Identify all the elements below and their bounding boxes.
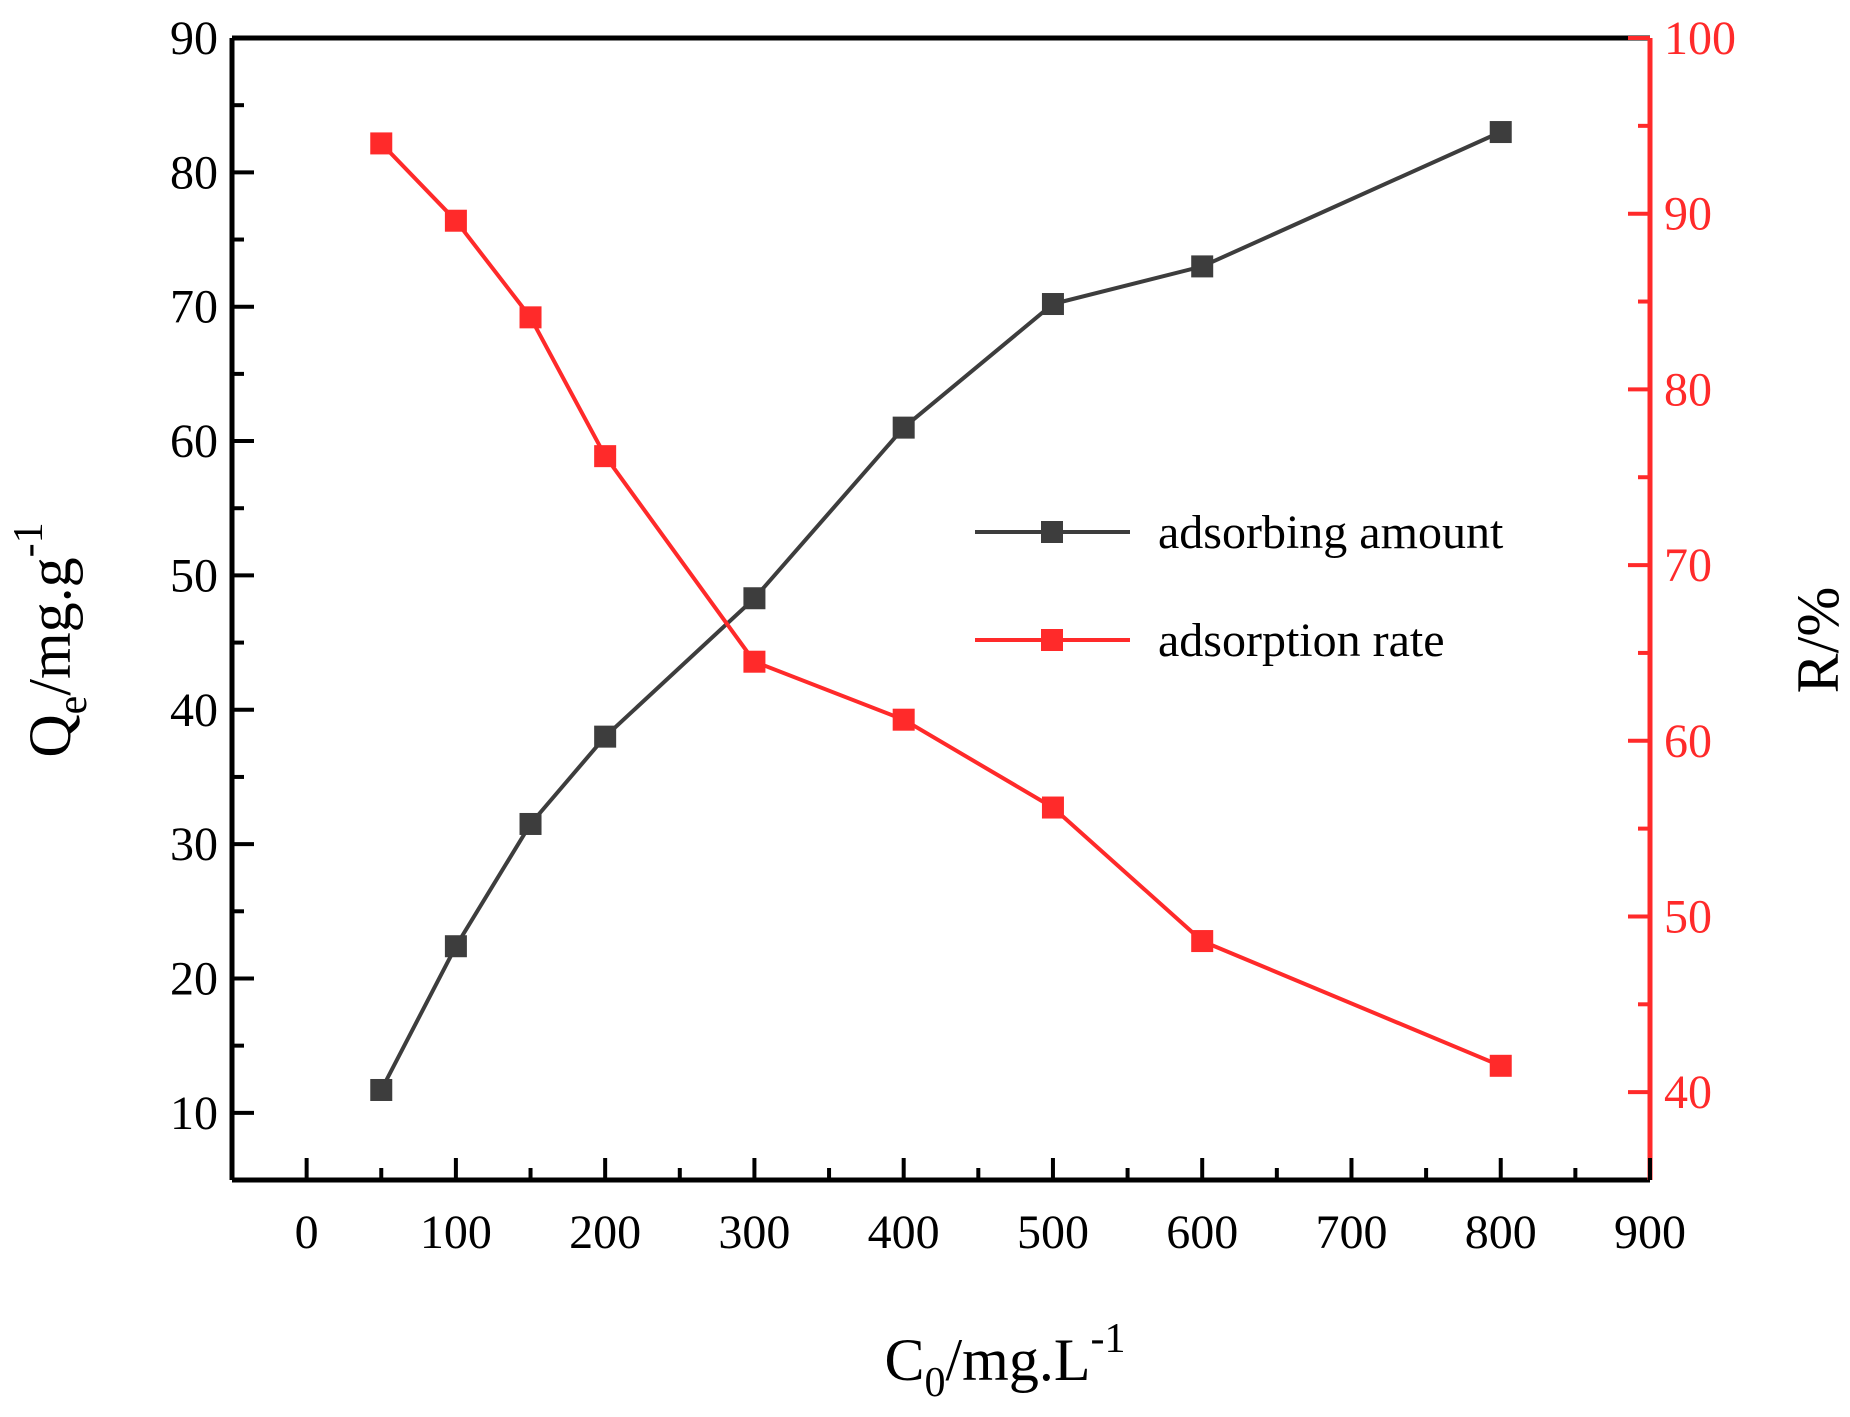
adsorption-rate-marker bbox=[444, 209, 467, 232]
adsorption-rate-marker bbox=[892, 708, 915, 731]
adsorption-rate-marker bbox=[1041, 796, 1064, 819]
adsorbing-amount-marker bbox=[594, 725, 617, 748]
right-y-axis-ticks: 40 50 60 70 80 90 100 bbox=[1628, 12, 1736, 1119]
adsorption-rate-legend-label: adsorption rate bbox=[1158, 614, 1445, 667]
adsorption-rate-marker bbox=[519, 306, 542, 329]
adsorption-rate-marker bbox=[1489, 1054, 1512, 1077]
adsorption-rate-line bbox=[379, 142, 1502, 1068]
legend: adsorbing amount adsorption rate bbox=[975, 506, 1504, 667]
adsorption-rate-marker bbox=[370, 132, 393, 155]
right-y-tick-label: 80 bbox=[1664, 363, 1712, 416]
left-y-axis-title-superscript: -1 bbox=[6, 522, 52, 557]
left-y-tick-label: 20 bbox=[170, 952, 218, 1005]
adsorption-rate-legend-marker bbox=[1041, 629, 1063, 651]
left-y-axis-ticks: 10 20 30 40 50 60 70 80 90 bbox=[170, 12, 254, 1140]
left-y-tick-label: 40 bbox=[170, 684, 218, 737]
adsorption-rate-marker bbox=[594, 445, 617, 468]
x-tick-label: 700 bbox=[1315, 1206, 1387, 1259]
left-y-axis-title-subscript: e bbox=[50, 696, 96, 715]
right-y-axis-title: R/% bbox=[1785, 587, 1850, 694]
x-tick-label: 800 bbox=[1465, 1206, 1537, 1259]
adsorption-rate-marker bbox=[1191, 930, 1214, 953]
x-axis-title-rest: /mg.L bbox=[946, 1327, 1091, 1393]
left-y-axis-title-rest: /mg.g bbox=[17, 557, 83, 695]
x-axis-title-subscript: 0 bbox=[925, 1360, 946, 1406]
x-axis-title-superscript: -1 bbox=[1091, 1316, 1126, 1362]
x-tick-label: 900 bbox=[1614, 1206, 1686, 1259]
adsorbing-amount-marker bbox=[370, 1078, 393, 1101]
x-axis-title: C0/mg.L-1 bbox=[884, 1316, 1125, 1406]
left-y-axis-title-main: Q bbox=[17, 714, 83, 757]
x-tick-label: 200 bbox=[569, 1206, 641, 1259]
adsorbing-amount-marker bbox=[1041, 293, 1064, 316]
x-tick-label: 500 bbox=[1017, 1206, 1089, 1259]
x-axis-ticks: 0 100 200 300 400 500 600 700 800 900 bbox=[295, 1158, 1686, 1259]
left-y-tick-label: 50 bbox=[170, 549, 218, 602]
right-y-tick-label: 50 bbox=[1664, 890, 1712, 943]
adsorbing-amount-line bbox=[379, 130, 1502, 1091]
x-axis-title-main: C bbox=[884, 1327, 924, 1393]
adsorbing-amount-marker bbox=[444, 935, 467, 958]
adsorbing-amount-marker bbox=[892, 416, 915, 439]
adsorbing-amount-marker bbox=[1191, 255, 1214, 278]
left-y-axis-title: Qe/mg.g-1 bbox=[6, 522, 96, 757]
x-tick-label: 400 bbox=[868, 1206, 940, 1259]
adsorbing-amount-marker bbox=[519, 812, 542, 835]
left-y-tick-label: 70 bbox=[170, 281, 218, 334]
x-tick-label: 0 bbox=[295, 1206, 319, 1259]
left-y-tick-label: 10 bbox=[170, 1087, 218, 1140]
adsorbing-amount-marker bbox=[743, 587, 766, 610]
left-y-tick-label: 90 bbox=[170, 12, 218, 65]
x-tick-label: 100 bbox=[420, 1206, 492, 1259]
right-y-tick-label: 70 bbox=[1664, 539, 1712, 592]
left-y-tick-label: 80 bbox=[170, 146, 218, 199]
plot-frame bbox=[229, 35, 1653, 1183]
series-group bbox=[370, 121, 1512, 1101]
adsorbing-amount-marker bbox=[1489, 121, 1512, 144]
x-tick-label: 600 bbox=[1166, 1206, 1238, 1259]
x-tick-label: 300 bbox=[718, 1206, 790, 1259]
left-y-tick-label: 30 bbox=[170, 818, 218, 871]
adsorbing-amount-legend-label: adsorbing amount bbox=[1158, 506, 1504, 559]
right-y-tick-label: 90 bbox=[1664, 188, 1712, 241]
left-y-tick-label: 60 bbox=[170, 415, 218, 468]
right-y-tick-label: 60 bbox=[1664, 715, 1712, 768]
adsorbing-amount-legend-marker bbox=[1041, 521, 1063, 543]
right-y-tick-label: 100 bbox=[1664, 12, 1736, 65]
adsorption-rate-marker bbox=[743, 650, 766, 673]
right-y-tick-label: 40 bbox=[1664, 1066, 1712, 1119]
